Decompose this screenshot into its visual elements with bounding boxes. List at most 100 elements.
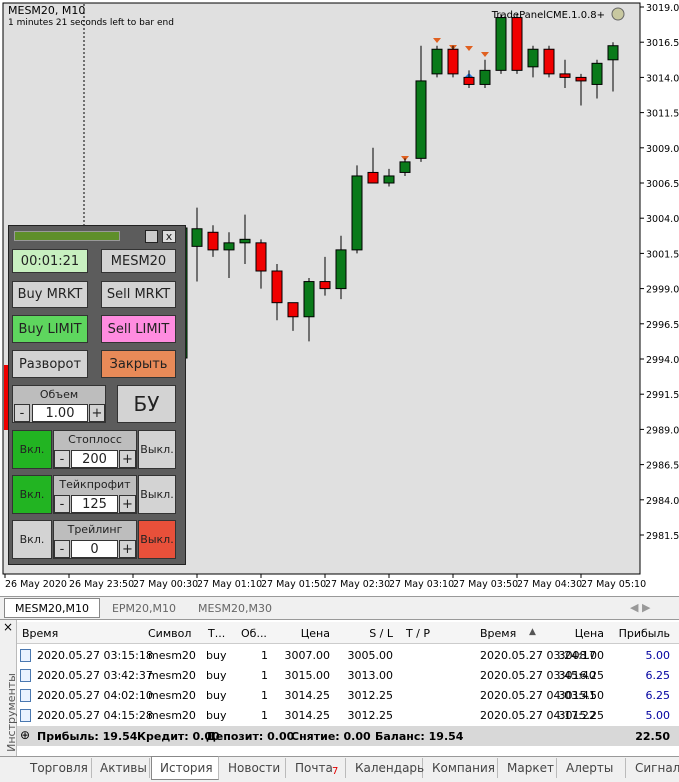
cell-volume: 1: [261, 689, 268, 702]
column-header[interactable]: Об...: [241, 627, 267, 640]
column-header[interactable]: Т...: [208, 627, 226, 640]
terminal-tab[interactable]: Активы: [92, 758, 150, 778]
minimize-button[interactable]: [145, 230, 158, 243]
candle-body: [543, 48, 555, 75]
cell-symbol: mesm20: [148, 689, 196, 702]
price-label: 2989.00: [646, 425, 679, 436]
close-all-button[interactable]: Закрыть: [101, 350, 176, 378]
buy-market-button[interactable]: Buy MRKT: [12, 281, 88, 308]
terminal-tab[interactable]: Компания: [424, 758, 498, 778]
candle-body: [527, 48, 539, 68]
stoploss-plus[interactable]: +: [119, 450, 136, 468]
cell-type: buy: [206, 669, 227, 682]
cell-open_time: 2020.05.27 04:15:28: [37, 709, 153, 722]
time-label: 27 May 01:10: [197, 579, 262, 590]
takeprofit-label: Тейкпрофит: [59, 478, 131, 491]
terminal-tab[interactable]: Алерты: [558, 758, 626, 778]
stoploss-minus[interactable]: -: [54, 450, 70, 468]
candle-body: [335, 249, 347, 290]
cell-volume: 1: [261, 669, 268, 682]
takeprofit-on[interactable]: Вкл.: [12, 475, 52, 514]
summary-row: [17, 726, 679, 746]
buy-limit-button[interactable]: Buy LIMIT: [12, 315, 88, 343]
candle-body: [303, 281, 315, 318]
terminal-tab[interactable]: Календарь: [347, 758, 424, 778]
volume-plus[interactable]: +: [89, 404, 105, 422]
breakeven-button[interactable]: БУ: [117, 385, 176, 423]
time-label: 26 May 2020: [5, 579, 67, 590]
cell-symbol: mesm20: [148, 709, 196, 722]
column-header[interactable]: S / L: [369, 627, 393, 640]
row-icon: [20, 709, 31, 722]
symbol-button[interactable]: MESM20: [101, 249, 176, 273]
timer-note: 1 minutes 21 seconds left to bar end: [8, 18, 174, 28]
summary-item: Баланс: 19.54: [375, 730, 464, 743]
takeprofit-value[interactable]: 125: [71, 495, 118, 513]
stoploss-off[interactable]: Выкл.: [138, 430, 176, 469]
chart-tabs-bar: [0, 596, 679, 620]
time-label: 27 May 00:30: [133, 579, 198, 590]
candle-body: [271, 270, 283, 304]
terminal-tab[interactable]: Новости: [220, 758, 286, 778]
stoploss-on[interactable]: Вкл.: [12, 430, 52, 469]
terminal-tab[interactable]: Торговля: [22, 758, 92, 778]
column-header[interactable]: Символ: [148, 627, 192, 640]
sidebar-label: Инструменты: [4, 673, 18, 752]
takeprofit-plus[interactable]: +: [119, 495, 136, 513]
column-header[interactable]: Цена: [300, 627, 330, 640]
symbol-title: MESM20, M10: [8, 4, 85, 17]
cell-open_time: 2020.05.27 03:42:37: [37, 669, 153, 682]
chart-tab[interactable]: MESM20,M30: [198, 601, 272, 615]
stoploss-label: Стоплосс: [68, 433, 122, 446]
terminal-tab[interactable]: Маркет: [499, 758, 557, 778]
volume-minus[interactable]: -: [14, 404, 30, 422]
candle-body: [607, 45, 619, 61]
price-label: 2994.00: [646, 355, 679, 366]
candle-body: [447, 48, 459, 75]
trailing-on[interactable]: Вкл.: [12, 520, 52, 559]
tab-scroll[interactable]: ◀ ▶: [630, 601, 651, 614]
takeprofit-off[interactable]: Выкл.: [138, 475, 176, 514]
candle-body: [431, 48, 443, 75]
cell-open_time: 2020.05.27 04:02:10: [37, 689, 153, 702]
sidebar-close[interactable]: ×: [3, 620, 14, 634]
column-header[interactable]: T / P: [405, 627, 430, 640]
price-label: 2981.50: [646, 531, 679, 542]
column-header[interactable]: Цена: [574, 627, 604, 640]
trailing-plus[interactable]: +: [119, 540, 136, 558]
sell-market-button[interactable]: Sell MRKT: [101, 281, 176, 308]
trailing-off[interactable]: Выкл.: [138, 520, 176, 559]
cell-type: buy: [206, 709, 227, 722]
column-header[interactable]: Прибыль: [618, 627, 670, 640]
trailing-minus[interactable]: -: [54, 540, 70, 558]
sell-limit-button[interactable]: Sell LIMIT: [101, 315, 176, 343]
time-label: 27 May 03:50: [453, 579, 518, 590]
takeprofit-minus[interactable]: -: [54, 495, 70, 513]
terminal-tab[interactable]: Почта: [287, 758, 346, 778]
summary-item: Депозит: 0.00: [206, 730, 295, 743]
cell-close_time: 2020.05.27 03:45:40: [480, 669, 596, 682]
volume-value[interactable]: 1.00: [32, 404, 88, 422]
stoploss-value[interactable]: 200: [71, 450, 118, 468]
terminal-tab[interactable]: Сигналы: [627, 758, 679, 778]
column-header[interactable]: Время: [22, 627, 59, 640]
summary-item: Прибыль: 19.54: [37, 730, 138, 743]
candle-body: [351, 175, 363, 251]
summary-icon: ⊕: [20, 728, 31, 742]
column-header[interactable]: Время: [480, 627, 517, 640]
terminal-tab[interactable]: История: [151, 756, 219, 780]
candle-body: [319, 281, 331, 290]
cell-price: 3015.00: [284, 669, 331, 682]
expert-icon[interactable]: [611, 7, 625, 21]
cell-price: 3014.25: [284, 689, 331, 702]
cell-close_price: 3016.25: [558, 669, 605, 682]
cell-symbol: mesm20: [148, 649, 196, 662]
close-button[interactable]: x: [162, 230, 176, 243]
cell-close_time: 2020.05.27 04:03:41: [480, 689, 596, 702]
trailing-value[interactable]: 0: [71, 540, 118, 558]
reverse-button[interactable]: Разворот: [12, 350, 88, 378]
price-label: 2999.00: [646, 285, 679, 296]
chart-tab[interactable]: MESM20,M10: [4, 598, 100, 618]
chart-tab[interactable]: EPM20,M10: [111, 601, 177, 615]
candle-body: [255, 242, 267, 272]
